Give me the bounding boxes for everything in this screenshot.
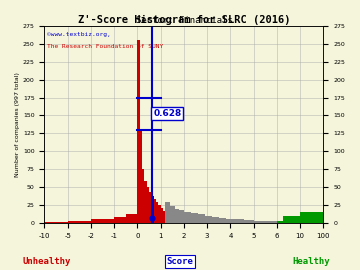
Text: Healthy: Healthy	[293, 257, 330, 266]
Bar	[235, 220, 244, 223]
Title: Z'-Score Histogram for SLRC (2016): Z'-Score Histogram for SLRC (2016)	[78, 15, 290, 25]
Y-axis label: Number of companies (997 total): Number of companies (997 total)	[15, 72, 20, 177]
Bar	[161, 208, 163, 223]
Bar	[191, 213, 198, 223]
Bar	[205, 216, 212, 223]
Bar	[212, 217, 219, 223]
Bar	[254, 221, 265, 223]
Bar	[151, 196, 154, 223]
Bar	[154, 199, 156, 223]
Bar	[138, 40, 140, 223]
Bar	[114, 217, 126, 223]
Bar	[300, 212, 323, 223]
Bar	[244, 220, 254, 223]
Text: Score: Score	[167, 257, 193, 266]
Bar	[156, 202, 158, 223]
Bar	[163, 211, 165, 223]
Bar	[179, 210, 184, 223]
Bar	[226, 219, 235, 223]
Bar	[170, 206, 175, 223]
Bar	[140, 130, 142, 223]
Text: Sector: Financials: Sector: Financials	[135, 16, 232, 25]
Bar	[265, 221, 277, 223]
Bar	[198, 214, 205, 223]
Bar	[144, 181, 147, 223]
Text: The Research Foundation of SUNY: The Research Foundation of SUNY	[47, 43, 163, 49]
Bar	[142, 169, 144, 223]
Text: ©www.textbiz.org,: ©www.textbiz.org,	[47, 32, 111, 37]
Bar	[44, 222, 68, 223]
Bar	[147, 187, 149, 223]
Text: Unhealthy: Unhealthy	[23, 257, 71, 266]
Bar	[91, 219, 114, 223]
Bar	[165, 202, 170, 223]
Bar	[184, 212, 191, 223]
Text: 0.628: 0.628	[153, 109, 181, 118]
Bar	[158, 205, 161, 223]
Bar	[126, 214, 138, 223]
Bar	[277, 221, 283, 223]
Bar	[68, 221, 91, 223]
Bar	[283, 216, 300, 223]
Bar	[219, 218, 226, 223]
Bar	[149, 191, 151, 223]
Bar	[175, 209, 179, 223]
